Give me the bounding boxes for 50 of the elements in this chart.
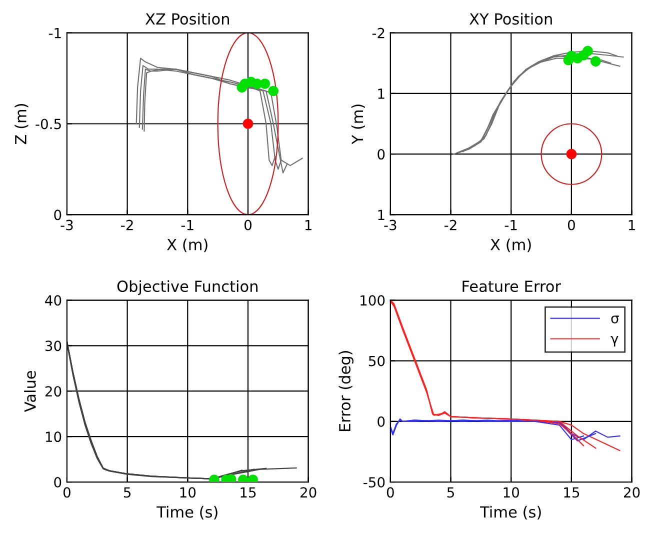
y-tick-label: 1 xyxy=(378,210,384,220)
y-tick-label: -1 xyxy=(48,28,61,38)
x-tick-label: 15 xyxy=(240,487,256,498)
y-tick-label: 0 xyxy=(378,149,385,160)
chart-title: Objective Function xyxy=(117,280,258,296)
y-tick-label: 0 xyxy=(54,477,62,488)
x-axis-title: X (m) xyxy=(490,238,531,252)
legend-label: σ xyxy=(611,316,619,324)
y-tick-label: 40 xyxy=(45,295,62,306)
chart-title: Feature Error xyxy=(462,280,562,292)
y-tick-label: 100 xyxy=(360,295,385,306)
x-tick-label: 5 xyxy=(124,487,131,498)
x-tick-label: 0 xyxy=(63,487,70,498)
y-axis-title: Error (deg) xyxy=(338,351,354,432)
x-axis-title: X (m) xyxy=(167,238,208,252)
x-tick-label: 0 xyxy=(386,487,394,498)
x-tick-label: 15 xyxy=(564,487,580,498)
y-tick-label: -2 xyxy=(372,28,384,38)
x-tick-label: 10 xyxy=(504,487,520,498)
x-tick-label: -1 xyxy=(181,220,194,230)
y-tick-label: -50 xyxy=(364,477,385,488)
x-axis-title: Time (s) xyxy=(156,506,218,520)
chart-title: XY Position xyxy=(470,12,552,25)
x-tick-label: 10 xyxy=(180,487,196,498)
y-tick-label: 20 xyxy=(45,386,62,397)
x-tick-label: -1 xyxy=(504,220,517,230)
y-tick-label: -0.5 xyxy=(36,118,61,130)
y-tick-label: 50 xyxy=(368,356,385,366)
chart-title: XZ Position xyxy=(145,12,229,25)
x-axis-title: Time (s) xyxy=(480,506,541,520)
y-axis-title: Z (m) xyxy=(14,104,28,144)
x-tick-label: 5 xyxy=(447,487,454,498)
y-tick-label: 10 xyxy=(46,432,62,442)
x-tick-label: -2 xyxy=(121,220,133,230)
x-tick-label: 0 xyxy=(244,220,252,230)
x-tick-label: -3 xyxy=(60,220,73,230)
y-tick-label: 1 xyxy=(378,88,384,99)
x-tick-label: 0 xyxy=(568,220,575,230)
x-tick-label: -3 xyxy=(384,220,396,230)
x-tick-label: 1 xyxy=(628,220,635,230)
legend-label: γ xyxy=(610,336,618,346)
y-tick-label: 0 xyxy=(54,210,62,220)
x-tick-label: 1 xyxy=(305,220,312,230)
x-tick-label: 20 xyxy=(300,487,316,498)
y-tick-label: 0 xyxy=(378,416,385,427)
x-tick-label: -2 xyxy=(444,220,456,230)
y-axis-title: Value xyxy=(24,370,36,412)
x-tick-label: 20 xyxy=(624,487,640,498)
y-axis-title: Y (m) xyxy=(351,104,365,144)
y-tick-label: 30 xyxy=(45,340,62,352)
